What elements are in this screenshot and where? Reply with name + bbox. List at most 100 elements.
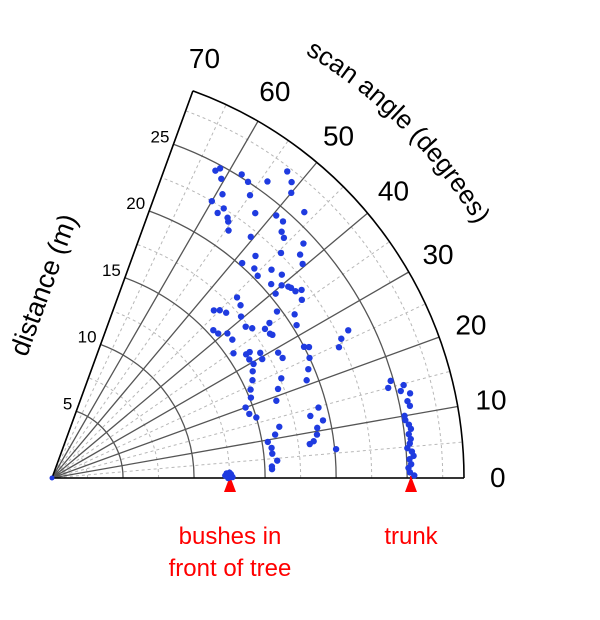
data-point (226, 469, 233, 476)
data-point (244, 178, 252, 186)
data-point (408, 448, 416, 455)
data-point (305, 343, 313, 351)
data-point (214, 209, 221, 217)
data-point (238, 171, 245, 178)
data-point (249, 325, 256, 332)
data-point (305, 366, 312, 373)
data-point (291, 311, 298, 318)
radial-tick-label: 5 (63, 394, 72, 413)
angular-tick-label: 50 (323, 121, 354, 152)
data-point (214, 330, 222, 337)
data-point (218, 175, 225, 182)
data-point (229, 336, 236, 343)
angular-tick-label: 10 (475, 385, 506, 416)
frame (51, 90, 465, 479)
data-point (273, 397, 280, 404)
data-point (274, 457, 281, 464)
data-point (401, 412, 408, 420)
data-point (251, 265, 258, 272)
data-point (268, 463, 276, 470)
annotations: bushes in front of tree trunk (169, 476, 439, 582)
data-point (293, 321, 300, 329)
data-point (237, 313, 245, 320)
data-point (246, 410, 253, 418)
data-points (49, 165, 418, 482)
data-point (292, 287, 299, 295)
data-point (259, 355, 266, 363)
data-point (405, 421, 413, 428)
data-point (225, 218, 232, 225)
data-point (210, 326, 217, 334)
major-grid-arc (148, 210, 337, 479)
data-point (249, 377, 256, 384)
data-point (247, 233, 255, 241)
data-point (268, 266, 275, 273)
annotation-text: trunk (384, 523, 438, 550)
data-point (404, 397, 411, 405)
data-point (254, 272, 261, 280)
data-point (246, 356, 253, 363)
data-point (269, 450, 276, 457)
angular-tick-label: 40 (378, 175, 409, 206)
major-grid-spoke (51, 161, 318, 479)
angular-tick-label: 20 (455, 310, 486, 341)
data-point (252, 252, 259, 260)
data-point (264, 178, 271, 185)
data-point (405, 431, 412, 438)
data-point (407, 435, 414, 443)
data-point (277, 249, 285, 257)
angular-tick-label: 0 (490, 462, 506, 493)
origin-point (49, 475, 55, 481)
data-point (280, 234, 288, 242)
data-point (246, 192, 254, 199)
data-point (224, 330, 231, 337)
major-grid-spoke (51, 212, 369, 479)
minor-grid-spoke (51, 303, 426, 479)
data-point (230, 350, 237, 357)
data-point (264, 438, 271, 446)
annotation-arrowhead (224, 476, 236, 492)
data-point (252, 209, 259, 217)
data-point (274, 349, 282, 356)
data-point (300, 343, 308, 350)
data-point (276, 423, 283, 430)
major-grid-spoke (51, 120, 259, 479)
major-grid-spoke (51, 271, 410, 479)
data-point (332, 445, 340, 453)
data-point (210, 307, 218, 314)
data-point (400, 381, 407, 389)
data-point (406, 390, 414, 397)
data-point (278, 282, 285, 289)
data-point (319, 417, 327, 424)
major-grid-spoke (51, 405, 458, 479)
data-point (307, 412, 314, 420)
angular-tick-label: 70 (189, 43, 220, 74)
data-point (216, 165, 224, 172)
data-point (219, 191, 226, 198)
data-point (345, 327, 352, 334)
data-point (271, 431, 279, 438)
data-point (267, 280, 275, 288)
data-point (335, 344, 343, 351)
radial-tick-labels: 5 10 15 20 25 (63, 127, 170, 413)
angular-tick-label: 60 (259, 76, 290, 107)
data-point (313, 431, 321, 438)
data-point (338, 335, 345, 342)
data-point (220, 205, 227, 212)
data-point (279, 354, 286, 362)
data-point (216, 307, 223, 314)
data-point (249, 368, 256, 375)
data-point (225, 227, 232, 234)
data-point (242, 323, 249, 330)
data-point (296, 251, 304, 258)
minor-grid-spoke (51, 104, 227, 479)
data-point (278, 375, 285, 382)
data-point (237, 302, 244, 309)
data-point (288, 178, 295, 186)
data-point (385, 384, 392, 392)
major-grid-arc (100, 343, 195, 479)
data-point (279, 218, 287, 225)
radial-tick-label: 20 (126, 194, 145, 213)
data-point (253, 414, 260, 421)
